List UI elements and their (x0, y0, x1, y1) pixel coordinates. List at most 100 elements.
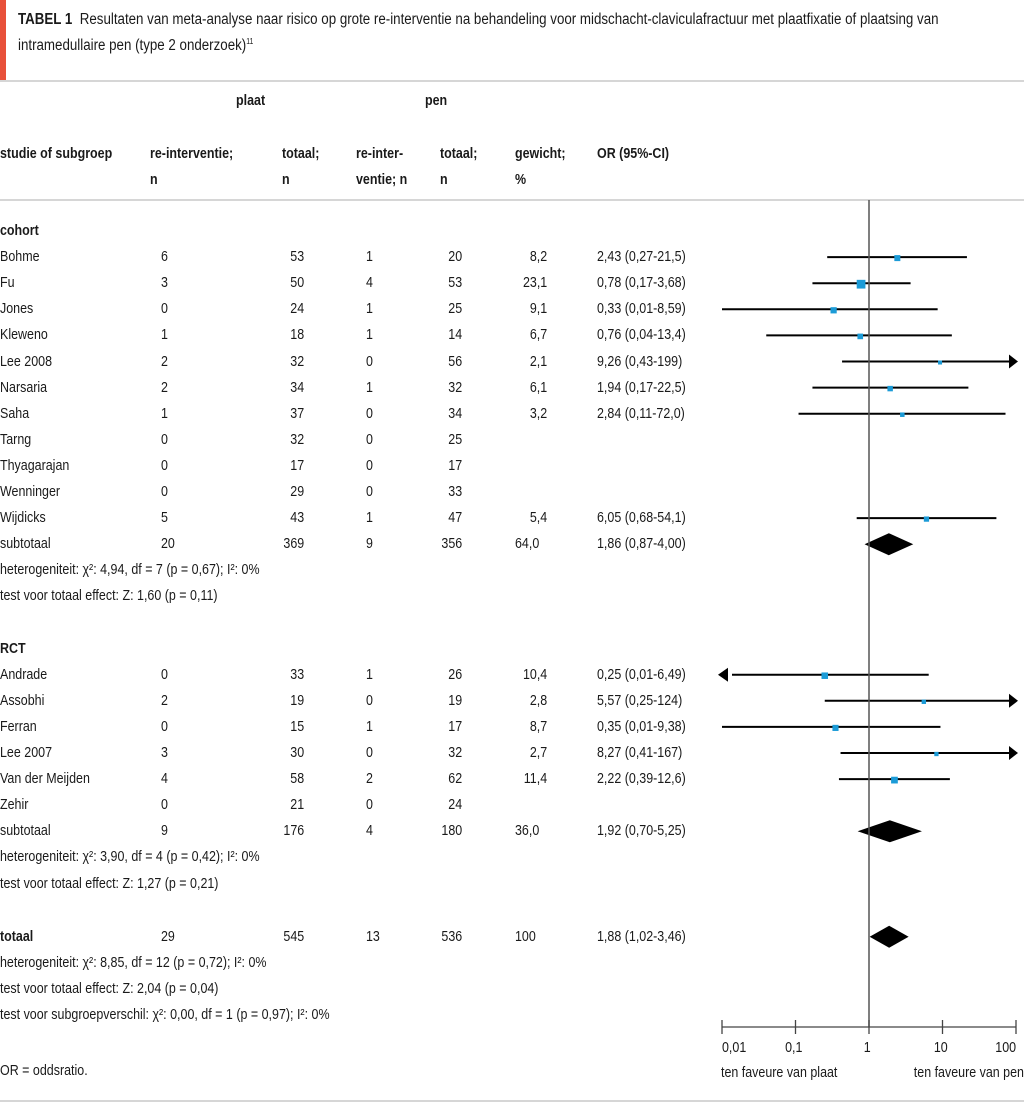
study-row-plaat-total: 34 (290, 379, 304, 396)
study-row-or-ci: 1,94 (0,17-22,5) (597, 379, 686, 396)
overall-effect-text: test voor totaal effect: Z: 1,27 (p = 0,… (0, 875, 219, 892)
subtotal-row-plaat-events: 9 (161, 823, 168, 840)
x-tick-label: 1 (864, 1039, 871, 1055)
study-row-name: Van der Meijden (0, 771, 90, 788)
study-row-pen-events: 1 (366, 249, 373, 266)
total-row-plaat-events: 29 (161, 928, 175, 945)
study-row-pen-total: 56 (448, 353, 462, 370)
study-row-pen-total: 53 (448, 275, 462, 292)
study-row-plaat-total: 53 (290, 249, 304, 266)
subtotal-row-pen-events: 4 (366, 823, 373, 840)
study-row-plaat-events: 2 (161, 379, 168, 396)
total-diamond (869, 925, 909, 948)
study-row-pen-total: 25 (448, 431, 462, 448)
study-row-plaat-events: 4 (161, 771, 168, 788)
study-row-plaat-events: 2 (161, 353, 168, 370)
study-row-or-ci: 8,27 (0,41-167) (597, 745, 683, 761)
study-row-name: Andrade (0, 666, 48, 683)
study-row-plaat-events: 0 (161, 301, 168, 318)
point-estimate-marker (938, 360, 943, 365)
study-row-name: Ferran (0, 718, 37, 735)
study-row-plaat-total: 19 (290, 692, 304, 709)
study-row-plaat-total: 32 (290, 431, 304, 448)
footnote: OR = oddsratio. (0, 1063, 88, 1079)
study-row-pen-events: 0 (366, 353, 373, 370)
study-row-plaat-total: 37 (290, 405, 304, 422)
subtotal-row-pen-total: 180 (441, 823, 462, 840)
subtotal-row-weight: 64,0 (515, 536, 540, 553)
study-row-plaat-total: 21 (290, 797, 304, 814)
study-row-plaat-events: 3 (161, 275, 168, 292)
total-row-pen-events: 13 (366, 928, 380, 945)
study-row-pen-events: 0 (366, 484, 373, 500)
study-row-or-ci: 2,22 (0,39-12,6) (597, 771, 686, 788)
study-row-weight: 2,7 (529, 745, 547, 761)
study-row-weight: 5,4 (529, 510, 547, 527)
study-row-or-ci: 6,05 (0,68-54,1) (597, 510, 686, 527)
study-row-plaat-events: 0 (161, 484, 168, 500)
study-row-plaat-total: 15 (290, 718, 304, 735)
col-header-pen-events: re-inter- (356, 146, 404, 162)
overall-effect-text: test voor totaal effect: Z: 1,60 (p = 0,… (0, 588, 218, 605)
study-row-weight: 3,2 (529, 405, 547, 422)
study-row-plaat-total: 50 (290, 275, 304, 292)
study-row-pen-total: 20 (448, 249, 462, 266)
x-tick-label: 0,1 (785, 1039, 802, 1055)
study-row-plaat-events: 0 (161, 431, 168, 448)
study-row-pen-total: 14 (448, 327, 462, 344)
study-row-name: Saha (0, 405, 30, 422)
study-row-pen-total: 17 (448, 457, 462, 474)
study-row-or-ci: 2,43 (0,27-21,5) (597, 249, 686, 266)
study-row-plaat-events: 0 (161, 457, 168, 474)
study-row-plaat-events: 0 (161, 718, 168, 735)
study-row-weight: 9,1 (529, 301, 547, 318)
study-row-or-ci: 0,33 (0,01-8,59) (597, 301, 686, 318)
study-row-weight: 6,7 (529, 327, 547, 344)
study-row-pen-total: 25 (448, 301, 462, 318)
study-row-weight: 8,7 (529, 718, 547, 735)
study-row-plaat-total: 33 (290, 666, 304, 683)
x-label-left: ten faveure van plaat (721, 1064, 838, 1080)
col-header-study: studie of subgroep (0, 146, 113, 162)
caption-label: TABEL 1 (18, 11, 73, 28)
study-row-or-ci: 0,76 (0,04-13,4) (597, 327, 686, 344)
col-header-pen-events-unit: ventie; n (356, 172, 408, 188)
study-row-pen-events: 2 (366, 771, 373, 788)
study-row-pen-events: 0 (366, 692, 373, 709)
total-row-pen-total: 536 (441, 928, 462, 945)
study-row-name: Fu (0, 275, 15, 292)
point-estimate-marker (830, 307, 837, 314)
study-row-weight: 23,1 (522, 275, 547, 292)
rule-header (0, 199, 1024, 201)
study-row-plaat-total: 29 (290, 484, 304, 500)
col-header-weight: gewicht; (515, 146, 566, 162)
ci-arrow-left (718, 667, 728, 682)
subtotal-diamond (864, 533, 914, 556)
caption-accent-bar (0, 0, 6, 80)
study-row-pen-events: 0 (366, 797, 373, 814)
ci-arrow-right (1009, 354, 1018, 369)
group-header-plaat: plaat (236, 93, 266, 109)
col-header-plaat-total: totaal; (282, 146, 320, 162)
point-estimate-marker (856, 279, 866, 289)
study-row-pen-total: 32 (448, 379, 462, 396)
ci-arrow-right (1009, 693, 1018, 708)
col-header-pen-total: totaal; (440, 146, 478, 162)
study-row-name: Assobhi (0, 692, 45, 709)
study-row-pen-total: 26 (448, 666, 462, 683)
x-tick-label: 100 (995, 1039, 1016, 1055)
study-row-or-ci: 2,84 (0,11-72,0) (597, 405, 685, 422)
subtotal-diamond (857, 820, 922, 843)
total-row-plaat-total: 545 (283, 928, 304, 945)
subtotal-row-plaat-events: 20 (161, 536, 175, 553)
study-row-pen-total: 33 (448, 484, 462, 500)
point-estimate-marker (891, 776, 898, 784)
total-row-name: totaal (0, 928, 34, 945)
study-row-pen-total: 19 (448, 692, 462, 709)
rule-top (0, 80, 1024, 82)
study-row-name: Wijdicks (0, 510, 46, 527)
caption-text: TABEL 1 Resultaten van meta-analyse naar… (18, 7, 1016, 59)
study-row-or-ci: 0,25 (0,01-6,49) (597, 666, 686, 683)
study-row-pen-total: 34 (448, 405, 462, 422)
col-header-pen-total-unit: n (440, 172, 448, 188)
